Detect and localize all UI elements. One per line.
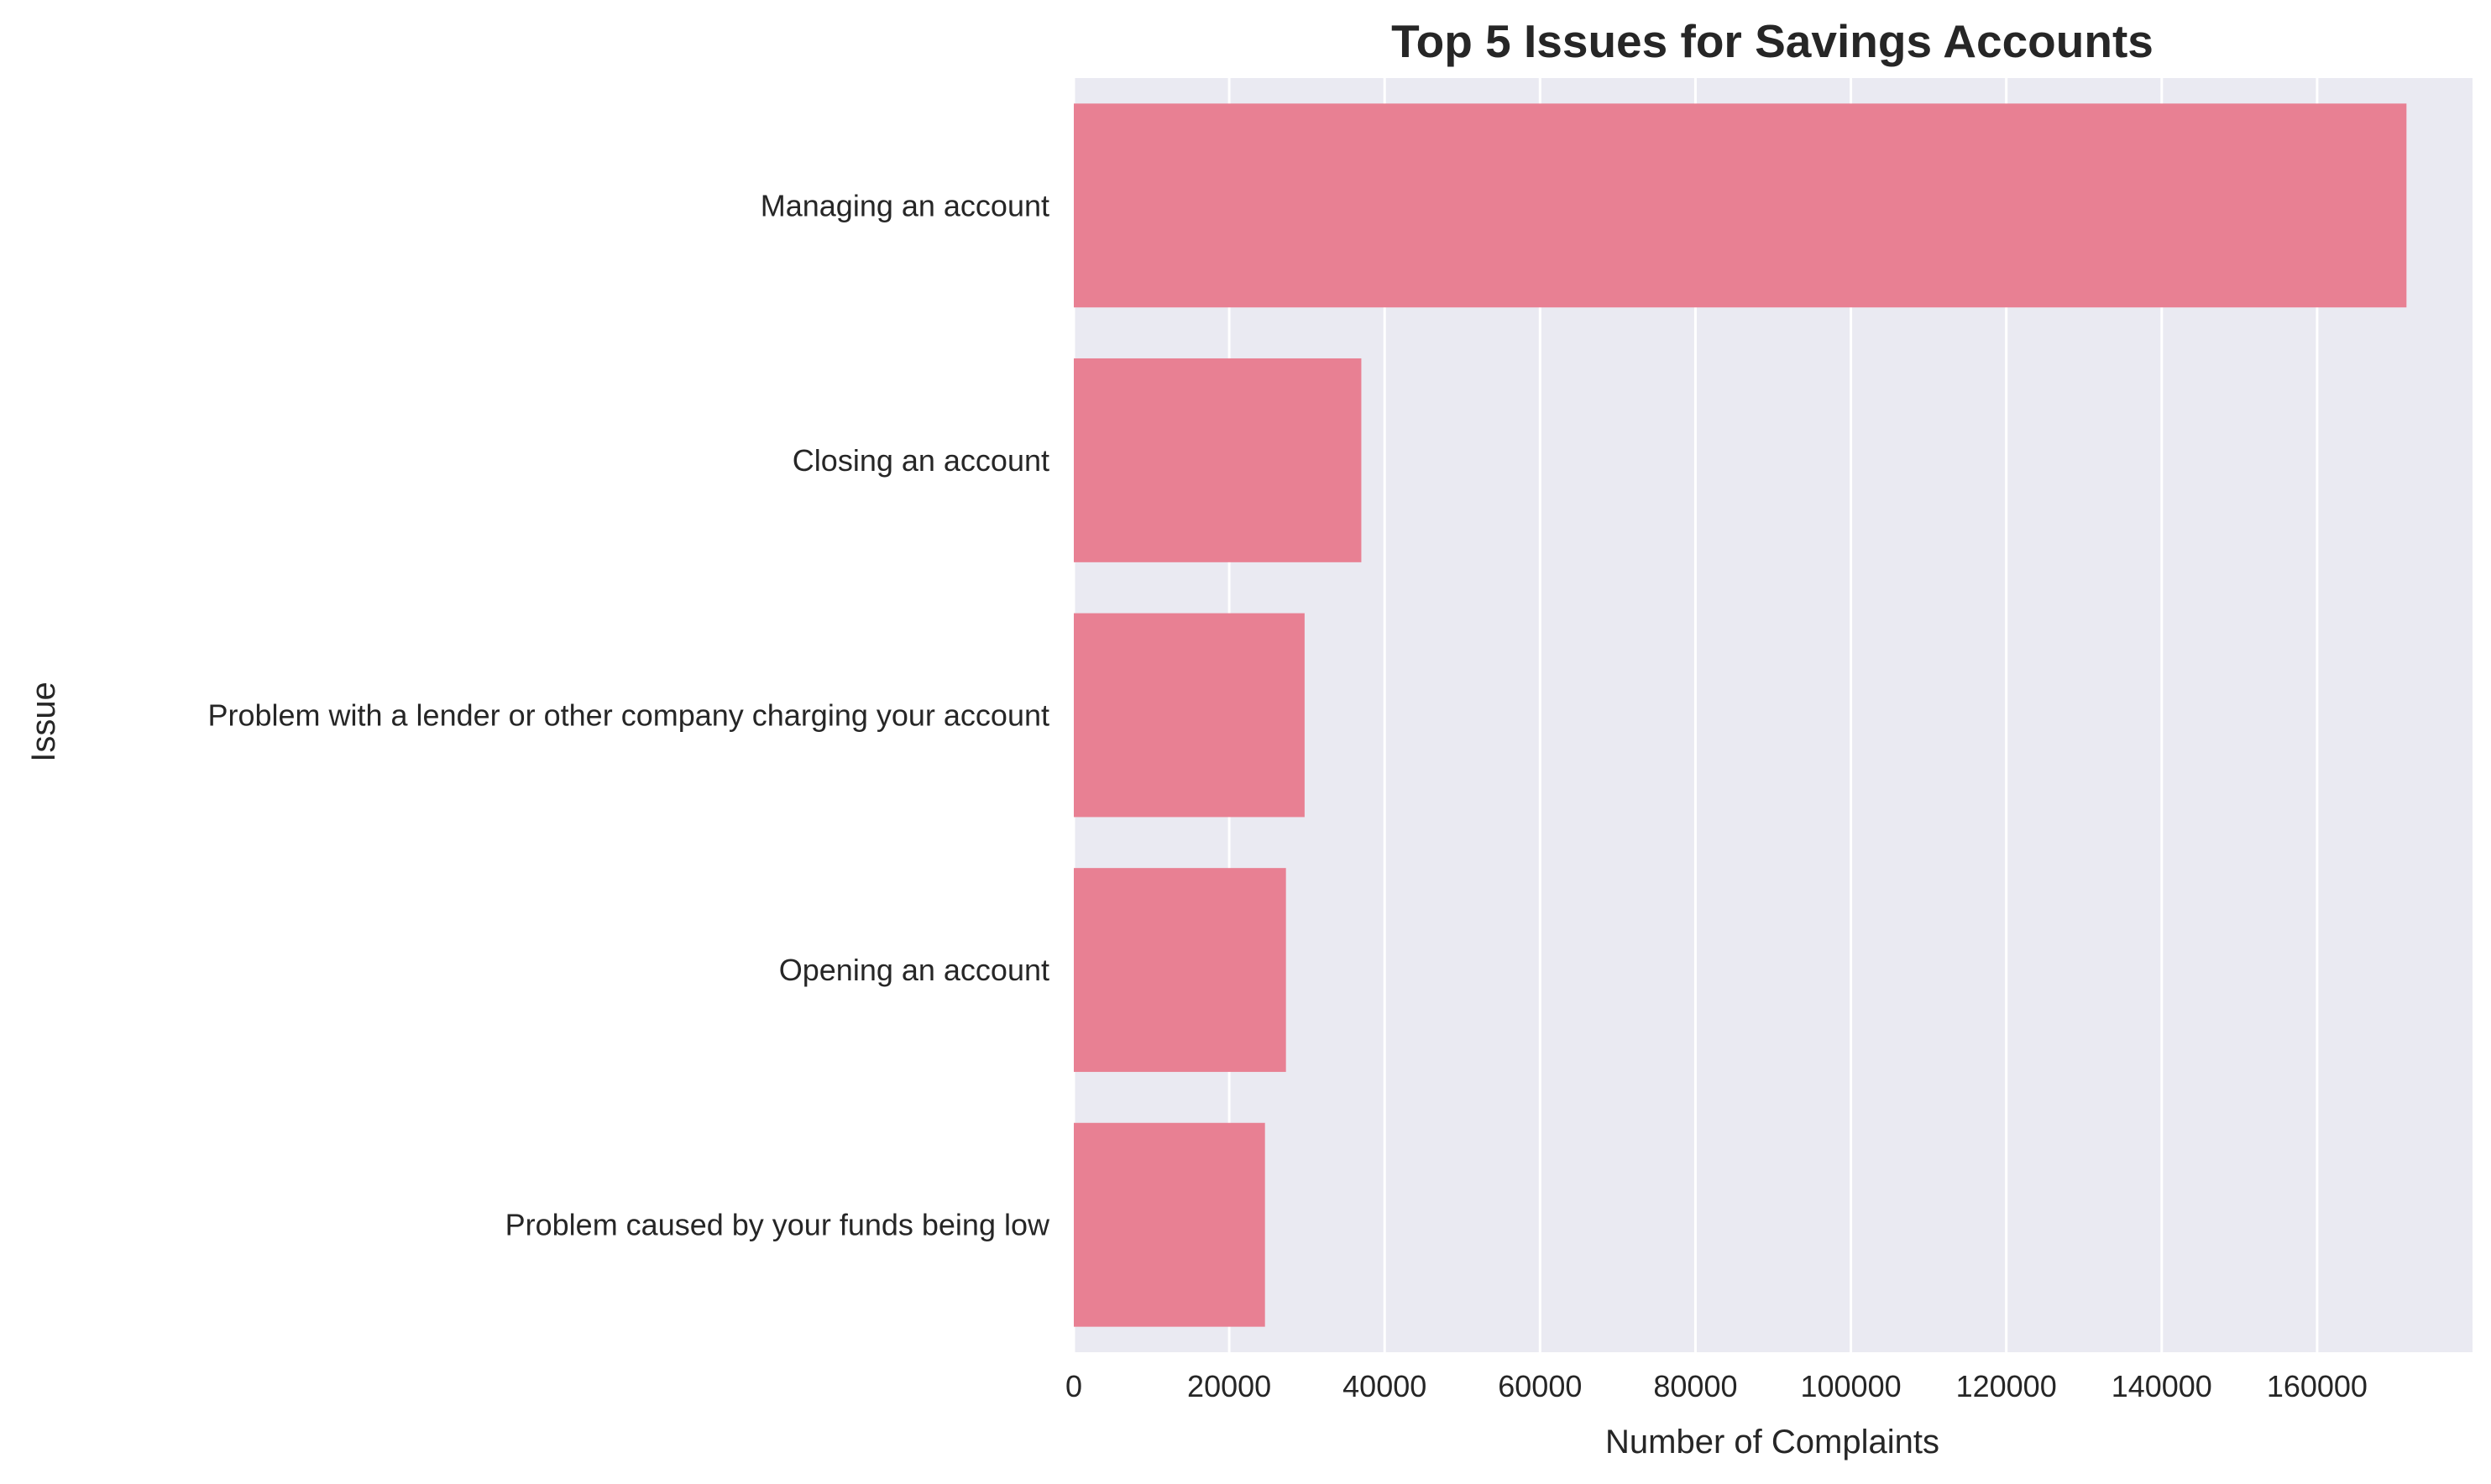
bar <box>1074 868 1286 1073</box>
bar <box>1074 1122 1265 1327</box>
bars <box>1074 103 2407 1327</box>
y-tick-label: Managing an account <box>761 188 1049 222</box>
x-tick-label: 100000 <box>1800 1369 1901 1403</box>
x-tick-label: 0 <box>1065 1369 1082 1403</box>
x-tick-label: 40000 <box>1342 1369 1426 1403</box>
y-tick-label: Opening an account <box>779 953 1049 987</box>
x-tick-label: 140000 <box>2112 1369 2212 1403</box>
x-tick-label: 120000 <box>1956 1369 2057 1403</box>
chart-title: Top 5 Issues for Savings Accounts <box>1391 15 2153 67</box>
x-tick-label: 60000 <box>1498 1369 1582 1403</box>
y-tick-label: Problem with a lender or other company c… <box>207 698 1049 733</box>
x-tick-label: 20000 <box>1187 1369 1271 1403</box>
x-axis-label: Number of Complaints <box>1605 1424 1939 1460</box>
bar <box>1074 358 1362 562</box>
y-tick-label: Problem caused by your funds being low <box>505 1208 1050 1242</box>
x-tick-label: 80000 <box>1653 1369 1737 1403</box>
bar <box>1074 103 2407 308</box>
x-tick-label: 160000 <box>2267 1369 2368 1403</box>
x-tick-labels: 0 20000 40000 60000 80000 100000 120000 140000 1… <box>1065 1369 2368 1403</box>
y-tick-label: Closing an account <box>793 443 1049 478</box>
y-tick-labels: Managing an account Closing an account Pro… <box>207 188 1050 1241</box>
y-axis-label: Issue <box>25 682 62 762</box>
bar <box>1074 613 1305 818</box>
